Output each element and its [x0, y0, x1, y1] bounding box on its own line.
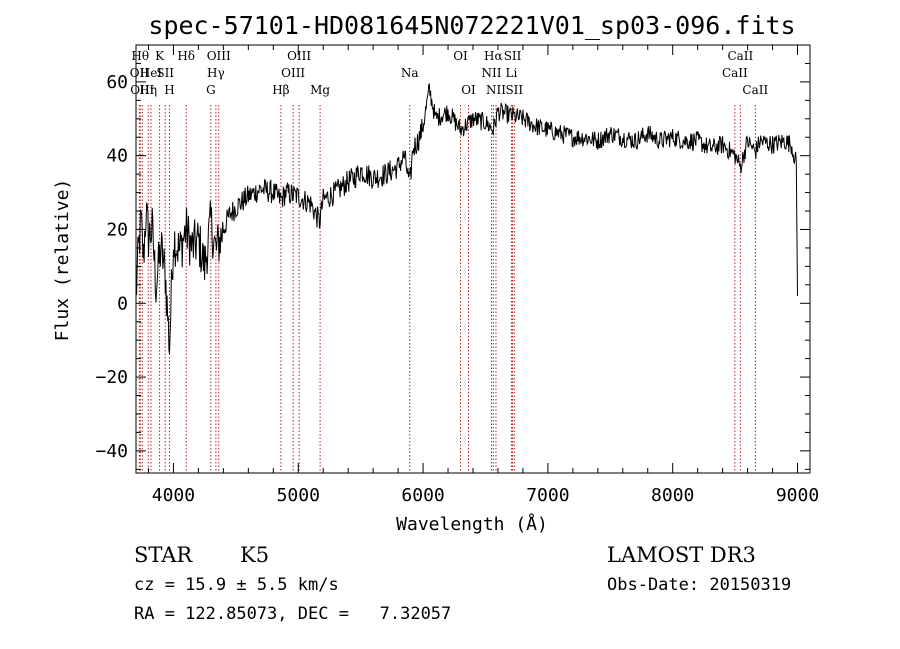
- y-tick-label: 0: [117, 293, 128, 314]
- marker-label: NII: [486, 83, 506, 97]
- line-markers: [138, 105, 756, 473]
- marker-label: CaII: [727, 49, 753, 63]
- marker-label: OI: [453, 49, 468, 63]
- object-type: STAR: [134, 543, 193, 567]
- x-tick-label: 4000: [152, 485, 195, 506]
- x-tick-label: 6000: [401, 485, 444, 506]
- x-tick-label: 7000: [526, 485, 569, 506]
- marker-label: Mg: [310, 83, 330, 97]
- y-tick-label: −40: [95, 441, 128, 462]
- marker-label: Na: [401, 66, 419, 80]
- marker-label: CaII: [722, 66, 748, 80]
- obs-date: Obs-Date: 20150319: [607, 575, 791, 595]
- marker-label: CaII: [742, 83, 768, 97]
- x-tick-label: 9000: [776, 485, 819, 506]
- x-axis-ticks: 4000 5000 6000 7000 8000 9000: [147, 45, 819, 506]
- ra-dec: RA = 122.85073, DEC = 7.32057: [134, 604, 451, 624]
- survey-name: LAMOST DR3: [607, 543, 756, 567]
- marker-label: OIII: [281, 66, 305, 80]
- marker-label: Hβ: [272, 83, 289, 97]
- x-tick-label: 8000: [651, 485, 694, 506]
- marker-label: OII: [130, 66, 150, 80]
- marker-label: HeI: [140, 66, 163, 80]
- marker-label: OI: [461, 83, 476, 97]
- spectrum-line: [135, 83, 798, 354]
- plot-frame: [135, 44, 811, 474]
- spectral-subclass: K5: [240, 543, 269, 567]
- line-marker-labels: HθOIIOIIIHηHeIKSIIHHδGHγOIIIHβOIIIOIIIMg…: [130, 49, 769, 97]
- y-axis-ticks: −40 −20 0 20 40 60: [95, 44, 810, 470]
- marker-label: Hη: [139, 83, 157, 97]
- marker-label: G: [206, 83, 216, 97]
- y-axis-label: Flux (relative): [52, 179, 73, 342]
- x-tick-label: 5000: [277, 485, 320, 506]
- x-axis-label: Wavelength (Å): [396, 513, 548, 535]
- marker-label: H: [164, 83, 174, 97]
- marker-label: OIII: [287, 49, 311, 63]
- marker-label: SII: [156, 66, 174, 80]
- chart-title: spec-57101-HD081645N072221V01_sp03-096.f…: [148, 11, 795, 40]
- marker-label: Hα: [484, 49, 503, 63]
- marker-label: Hγ: [207, 66, 225, 80]
- y-tick-label: 60: [106, 72, 128, 93]
- marker-label: K: [155, 49, 165, 63]
- y-tick-label: 20: [106, 219, 128, 240]
- marker-label: SII: [504, 49, 522, 63]
- marker-label: Hδ: [177, 49, 195, 63]
- y-tick-label: 40: [106, 146, 128, 167]
- marker-label: Li: [506, 66, 518, 80]
- y-tick-label: −20: [95, 367, 128, 388]
- marker-label: NII: [481, 66, 501, 80]
- marker-label: SII: [505, 83, 523, 97]
- redshift-cz: cz = 15.9 ± 5.5 km/s: [134, 575, 339, 595]
- marker-label: Hθ: [131, 49, 149, 63]
- marker-label: OIII: [207, 49, 231, 63]
